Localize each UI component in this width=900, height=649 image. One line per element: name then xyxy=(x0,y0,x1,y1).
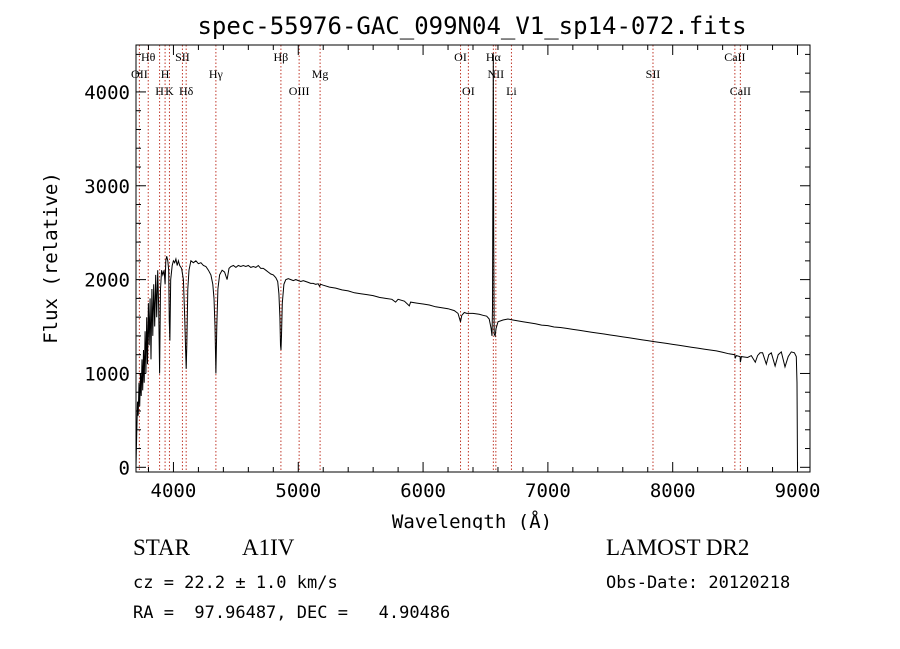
spectral-line-label: Li xyxy=(506,84,517,98)
spectral-line-label: CaII xyxy=(724,50,745,64)
spectral-line-label: H xyxy=(155,84,164,98)
y-axis-label: Flux (relative) xyxy=(40,172,62,344)
spectral-line-label: OI xyxy=(462,84,475,98)
y-tick-label: 2000 xyxy=(84,270,130,292)
chart-title: spec-55976-GAC_099N04_V1_sp14-072.fits xyxy=(197,12,746,40)
spectral-line-label: SII xyxy=(175,50,190,64)
y-tick-label: 4000 xyxy=(84,82,130,104)
x-tick-label: 7000 xyxy=(525,480,571,502)
plot-frame xyxy=(135,44,811,473)
spectrum-plot: spec-55976-GAC_099N04_V1_sp14-072.fits H… xyxy=(40,12,821,530)
coordinates: RA = 97.96487, DEC = 4.90486 xyxy=(133,603,451,623)
spectral-line-label: OI xyxy=(454,50,467,64)
spectral-line-label: Hγ xyxy=(209,67,224,81)
y-tick-label: 0 xyxy=(119,457,130,479)
spectral-line-label: Mg xyxy=(312,67,329,81)
x-tick-label: 5000 xyxy=(275,480,321,502)
object-type: STAR xyxy=(133,535,190,560)
y-tick-label: 3000 xyxy=(84,176,130,198)
spectral-line-markers xyxy=(138,45,741,472)
y-tick-label: 1000 xyxy=(84,363,130,385)
survey-name: LAMOST DR2 xyxy=(606,535,750,560)
x-tick-label: 4000 xyxy=(151,480,197,502)
x-tick-label: 6000 xyxy=(400,480,446,502)
spectrum-line xyxy=(135,54,798,468)
redshift-velocity: cz = 22.2 ± 1.0 km/s xyxy=(133,573,338,593)
x-axis-ticks: 4000 5000 6000 7000 8000 9000 xyxy=(147,45,821,502)
observation-date: Obs-Date: 20120218 xyxy=(606,573,791,593)
spectral-line-label: H xyxy=(161,67,170,81)
x-axis-label: Wavelength (Å) xyxy=(392,510,552,530)
spectral-line-label: SII xyxy=(646,67,661,81)
spectral-line-label: CaII xyxy=(730,84,751,98)
spectral-line-label: OIII xyxy=(289,84,310,98)
x-tick-label: 9000 xyxy=(775,480,821,502)
spectral-line-label: OII xyxy=(131,67,148,81)
spectral-line-label: Hβ xyxy=(274,50,289,64)
spectral-line-label: Hθ xyxy=(141,50,156,64)
spectral-line-label: Hδ xyxy=(179,84,194,98)
spectral-line-label: NII xyxy=(488,67,505,81)
object-class: A1IV xyxy=(242,535,295,560)
spectral-line-label: K xyxy=(165,84,174,98)
x-tick-label: 8000 xyxy=(650,480,696,502)
y-axis-ticks: 0 1000 2000 3000 4000 xyxy=(84,53,810,479)
